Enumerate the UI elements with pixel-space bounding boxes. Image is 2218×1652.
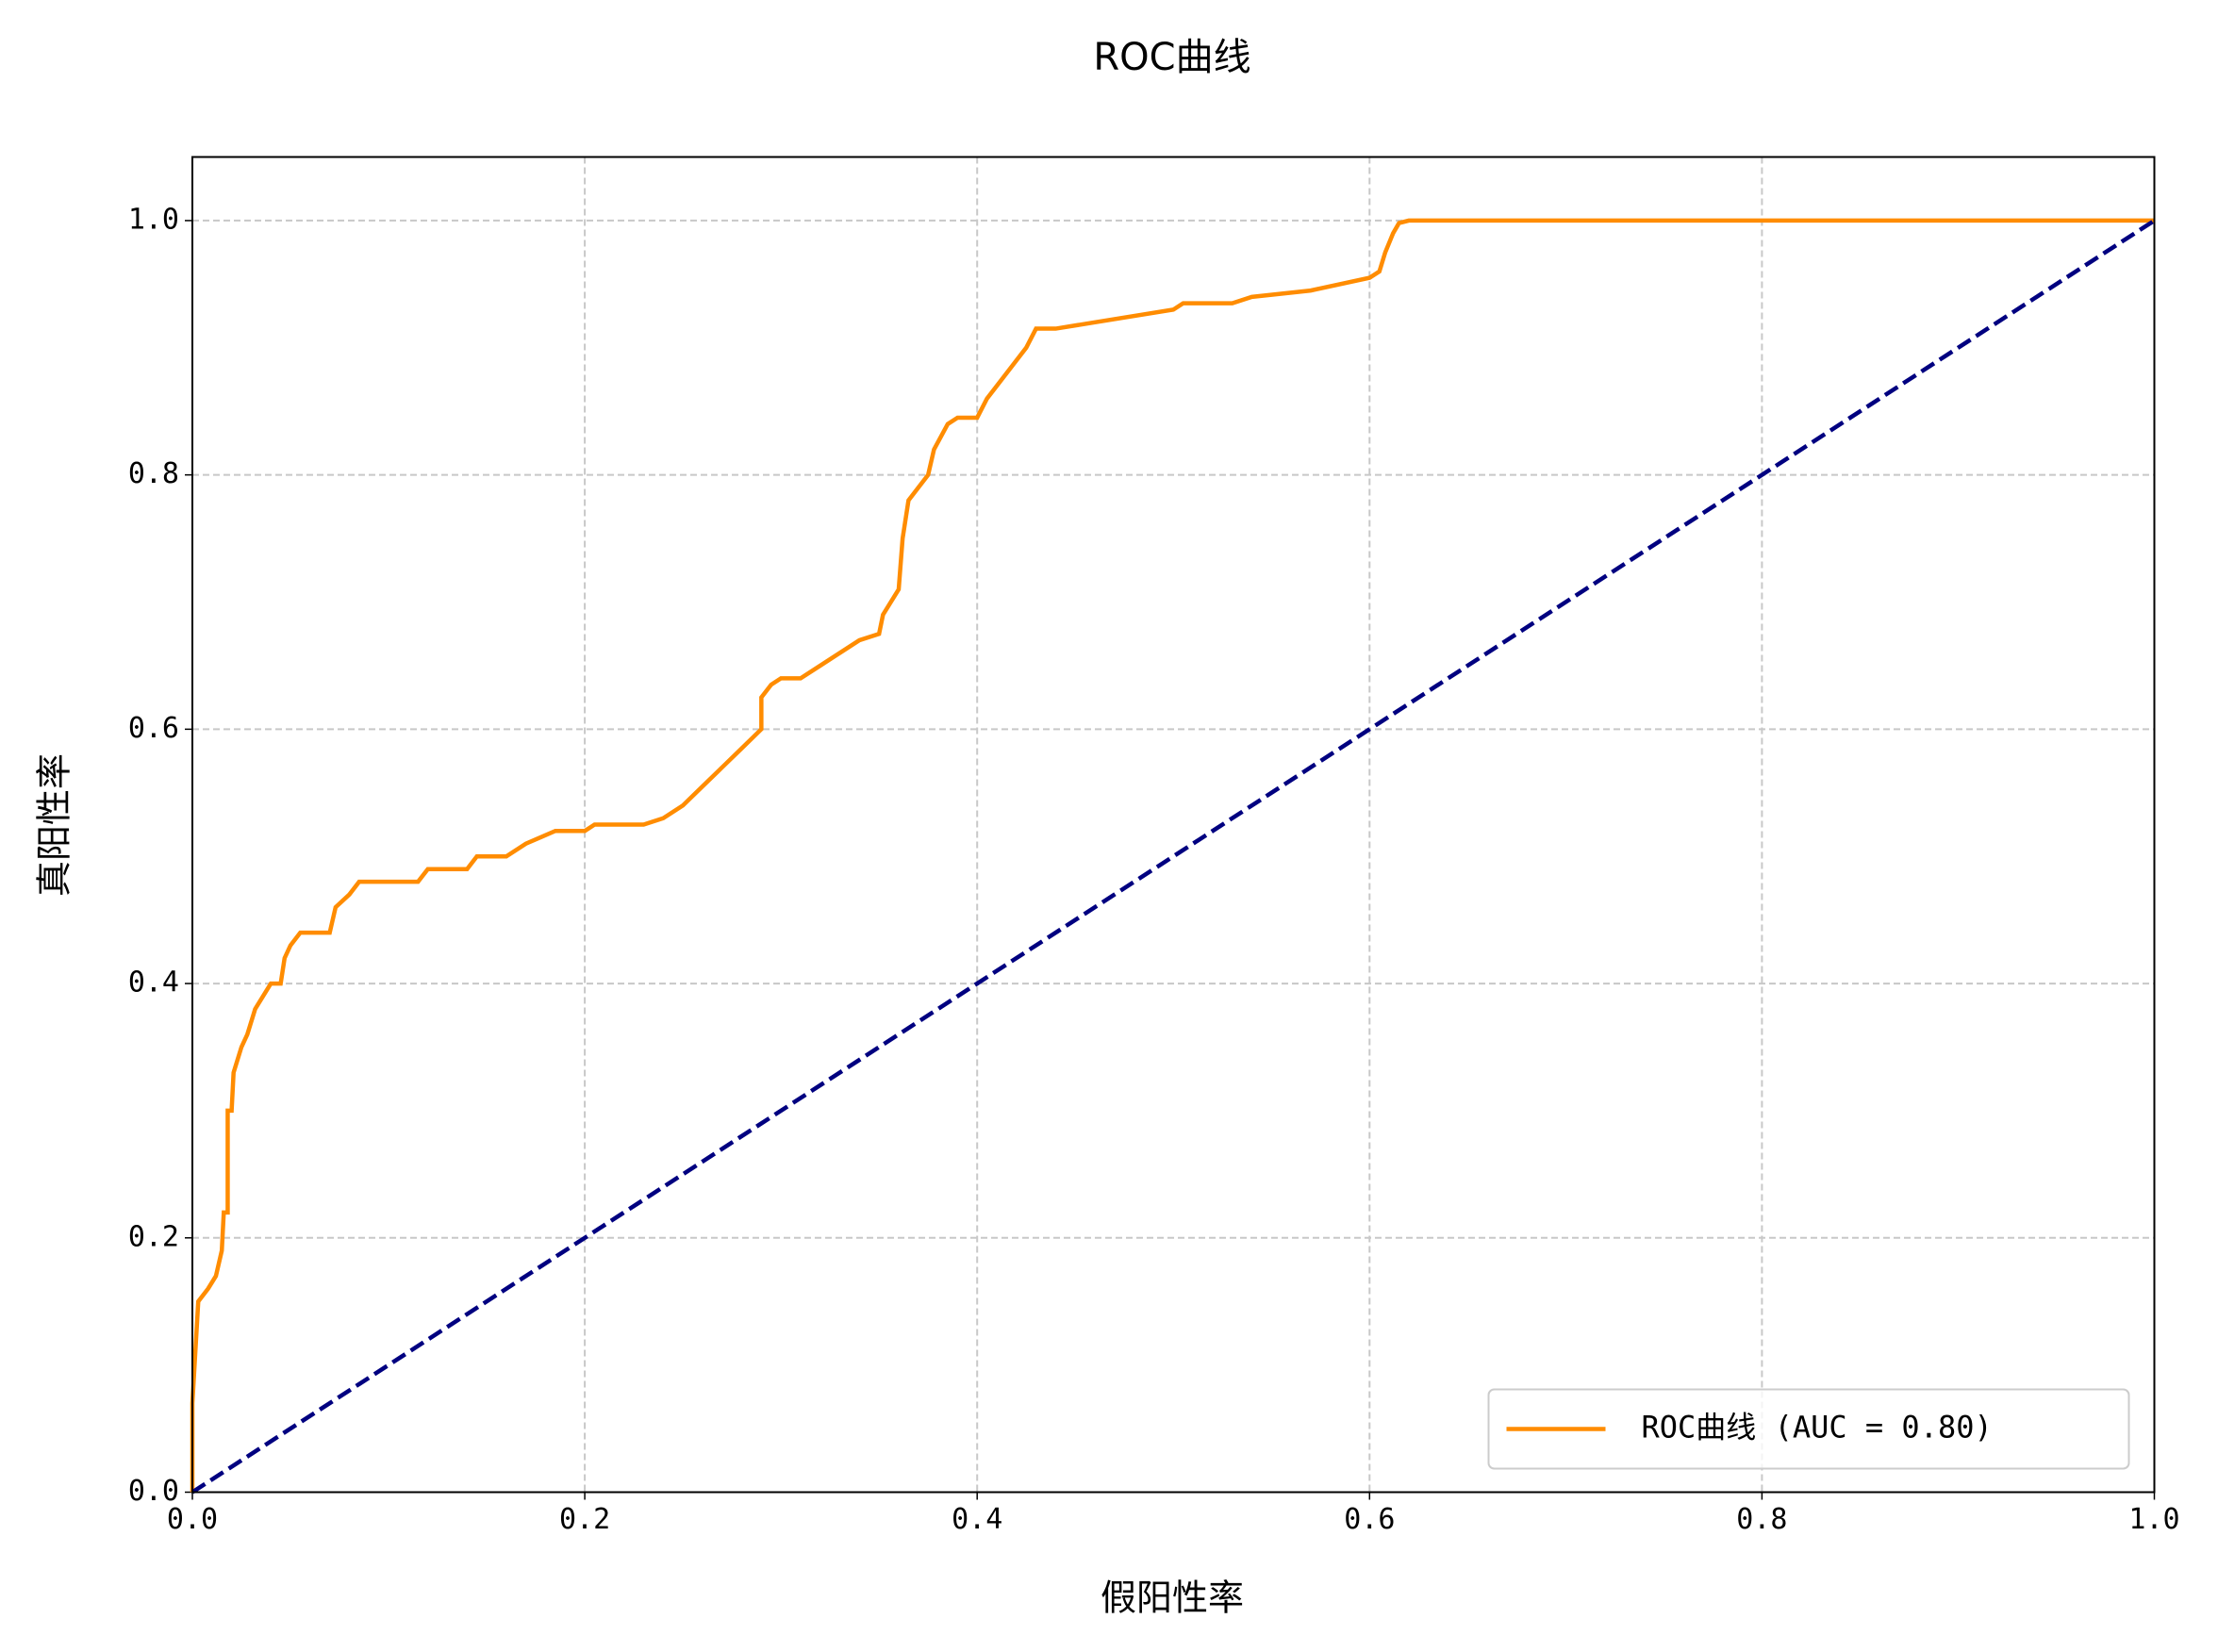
- y-axis-label: 真阳性率: [34, 753, 75, 897]
- y-tick-label: 0.2: [128, 1220, 179, 1253]
- x-axis-label: 假阳性率: [1101, 1578, 1244, 1619]
- x-tick-label: 0.4: [952, 1503, 1002, 1536]
- x-tick-label: 0.2: [559, 1503, 610, 1536]
- legend-label: ROC曲线 (AUC = 0.80): [1642, 1410, 1993, 1446]
- x-tick-label: 0.0: [167, 1503, 218, 1536]
- y-tick-label: 0.0: [128, 1475, 179, 1508]
- y-tick-label: 0.8: [128, 457, 179, 490]
- plot-frame: [191, 156, 2156, 1494]
- x-tick-label: 1.0: [2128, 1503, 2179, 1536]
- legend-box: [1487, 1388, 2130, 1470]
- x-tick-label: 0.8: [1736, 1503, 1787, 1536]
- y-tick-label: 1.0: [128, 203, 179, 236]
- y-tick-label: 0.6: [128, 712, 179, 745]
- series-line: [190, 218, 2155, 1493]
- x-tick-label: 0.6: [1344, 1503, 1395, 1536]
- y-tick-label: 0.4: [128, 966, 179, 999]
- chart-title: ROC曲线: [1093, 36, 1250, 79]
